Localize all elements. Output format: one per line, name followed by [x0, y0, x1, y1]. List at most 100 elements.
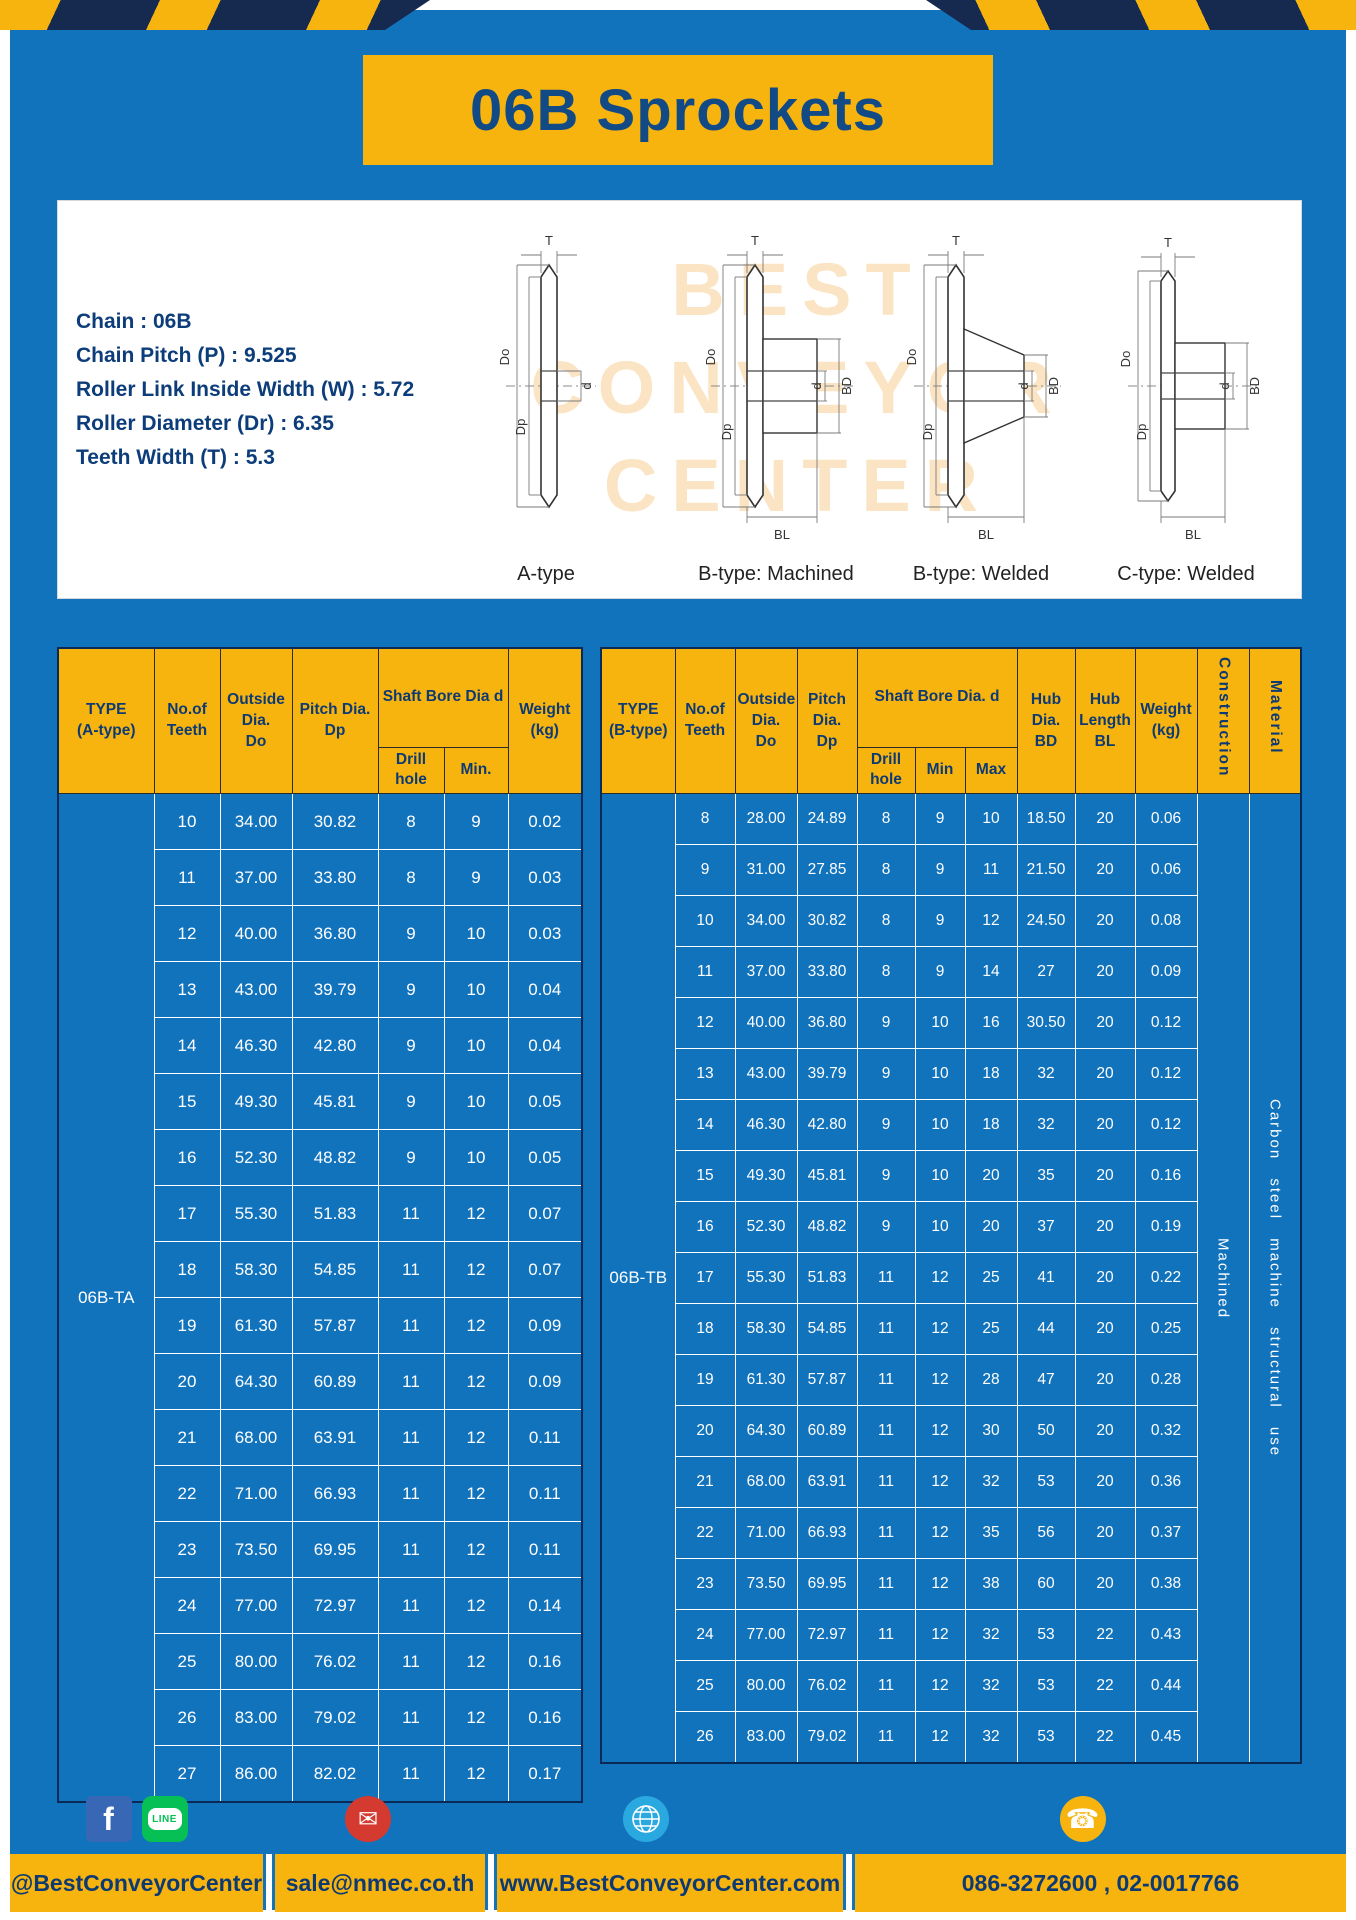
drawing-caption-b-type-welded: B-type: Welded	[912, 563, 1050, 585]
svg-text:Dp: Dp	[920, 424, 935, 441]
footer-divider	[846, 1854, 852, 1912]
table-row: 22 71.00 66.93 11 12 35 56 20 0.37	[601, 1507, 1301, 1560]
table-cell: 20	[1074, 844, 1136, 897]
svg-text:T: T	[1164, 235, 1172, 250]
table-cell: 71.00	[734, 1507, 798, 1560]
table-cell: 61.30	[219, 1297, 293, 1355]
table-cell: 32	[964, 1609, 1018, 1662]
table-cell: 20	[1074, 1354, 1136, 1407]
corner-stripes-right	[926, 0, 1356, 30]
table-cell: 37	[1016, 1201, 1076, 1254]
table-row: 15 49.30 45.81 9 10 20 35 20 0.16	[601, 1150, 1301, 1203]
table-cell: 11	[377, 1745, 445, 1803]
table-cell: 12	[153, 905, 221, 963]
svg-text:BD: BD	[1247, 377, 1262, 395]
table-cell: 12	[964, 895, 1018, 948]
table-cell: 86.00	[219, 1745, 293, 1803]
table-cell: 32	[964, 1456, 1018, 1509]
table-cell: 63.91	[291, 1409, 379, 1467]
table-cell: 20	[1074, 997, 1136, 1050]
table-cell: 12	[914, 1507, 966, 1560]
table-cell: 14	[674, 1099, 736, 1152]
phone-numbers[interactable]: 086-3272600 , 02-0017766	[855, 1854, 1346, 1912]
table-cell: 10	[153, 793, 221, 851]
facebook-handle[interactable]: @BestConveyorCenter	[10, 1854, 263, 1912]
table-cell: 0.11	[507, 1409, 583, 1467]
table-cell: 8	[856, 793, 916, 846]
table-cell: 20	[964, 1150, 1018, 1203]
svg-text:Do: Do	[904, 349, 919, 366]
facebook-icon[interactable]: f	[85, 1796, 132, 1842]
email-address[interactable]: sale@nmec.co.th	[275, 1854, 485, 1912]
table-cell: 0.07	[507, 1241, 583, 1299]
table-cell: 30.50	[1016, 997, 1076, 1050]
table-cell: 0.11	[507, 1465, 583, 1523]
table-cell: 9	[914, 895, 966, 948]
table-cell: 10	[964, 793, 1018, 846]
page-title: 06B Sprockets	[470, 77, 886, 143]
header-outside-dia: Outside Dia. Do	[219, 647, 293, 795]
table-cell: 60.89	[291, 1353, 379, 1411]
website-icon-group	[473, 1790, 819, 1848]
table-cell: 12	[443, 1297, 509, 1355]
table-cell: 11	[377, 1409, 445, 1467]
table-cell: 11	[377, 1633, 445, 1691]
website-url[interactable]: www.BestConveyorCenter.com	[497, 1854, 843, 1912]
table-cell: 58.30	[734, 1303, 798, 1356]
table-cell: 11	[856, 1711, 916, 1764]
table-cell: 45.81	[796, 1150, 858, 1203]
sprocket-drawing-c-type-welded: Do Dp T d BD BL	[1118, 235, 1262, 542]
table-cell: 23	[153, 1521, 221, 1579]
table-cell: 12	[443, 1745, 509, 1803]
table-row: 18 58.30 54.85 11 12 0.07	[58, 1241, 583, 1299]
phone-icon[interactable]: ☎	[1059, 1796, 1106, 1842]
diagram-panel: BEST CONVEYOR CENTER Chain : 06B Chain P…	[57, 200, 1302, 599]
table-cell: 20	[674, 1405, 736, 1458]
table-cell: 60.89	[796, 1405, 858, 1458]
table-cell: 71.00	[219, 1465, 293, 1523]
table-cell: 0.12	[1134, 1099, 1198, 1152]
table-cell: 20	[1074, 793, 1136, 846]
table-cell: 12	[443, 1465, 509, 1523]
line-icon[interactable]: LINE	[141, 1796, 188, 1842]
table-cell: 20	[1074, 946, 1136, 999]
table-cell: 73.50	[219, 1521, 293, 1579]
table-cell: 36.80	[291, 905, 379, 963]
globe-icon[interactable]	[623, 1796, 669, 1842]
table-cell: 9	[377, 1073, 445, 1131]
title-banner: 06B Sprockets	[363, 55, 993, 165]
table-cell: 22	[674, 1507, 736, 1560]
table-cell: 8	[377, 849, 445, 907]
table-cell: 0.17	[507, 1745, 583, 1803]
table-cell: 17	[674, 1252, 736, 1305]
table-cell: 33.80	[291, 849, 379, 907]
watermark-line: CENTER	[603, 444, 993, 527]
table-cell: 10	[674, 895, 736, 948]
svg-text:T: T	[751, 233, 759, 248]
table-row: 19 61.30 57.87 11 12 28 47 20 0.28	[601, 1354, 1301, 1407]
footer-divider	[266, 1854, 272, 1912]
svg-text:T: T	[952, 233, 960, 248]
table-cell: 11	[964, 844, 1018, 897]
table-cell: 0.08	[1134, 895, 1198, 948]
table-cell: 76.02	[291, 1633, 379, 1691]
table-row: 18 58.30 54.85 11 12 25 44 20 0.25	[601, 1303, 1301, 1356]
table-cell: 26	[674, 1711, 736, 1764]
table-row: 14 46.30 42.80 9 10 0.04	[58, 1017, 583, 1075]
table-row: 25 80.00 76.02 11 12 32 53 22 0.44	[601, 1660, 1301, 1713]
email-icon[interactable]: ✉	[345, 1796, 391, 1842]
chain-specs: Chain : 06B Chain Pitch (P) : 9.525 Roll…	[76, 305, 414, 475]
table-cell: 23	[674, 1558, 736, 1611]
table-cell: 46.30	[734, 1099, 798, 1152]
table-cell: 11	[377, 1465, 445, 1523]
svg-text:BD: BD	[1046, 377, 1061, 395]
header-drill-hole: Drill hole	[856, 746, 916, 795]
table-cell: 8	[856, 946, 916, 999]
header-drill-hole: Drill hole	[377, 746, 445, 795]
table-row: 9 31.00 27.85 8 9 11 21.50 20 0.06	[601, 844, 1301, 897]
table-cell: 54.85	[796, 1303, 858, 1356]
table-cell: 14	[964, 946, 1018, 999]
table-cell: 11	[856, 1609, 916, 1662]
header-type-a: TYPE (A-type)	[57, 647, 155, 795]
table-row: 24 77.00 72.97 11 12 0.14	[58, 1577, 583, 1635]
